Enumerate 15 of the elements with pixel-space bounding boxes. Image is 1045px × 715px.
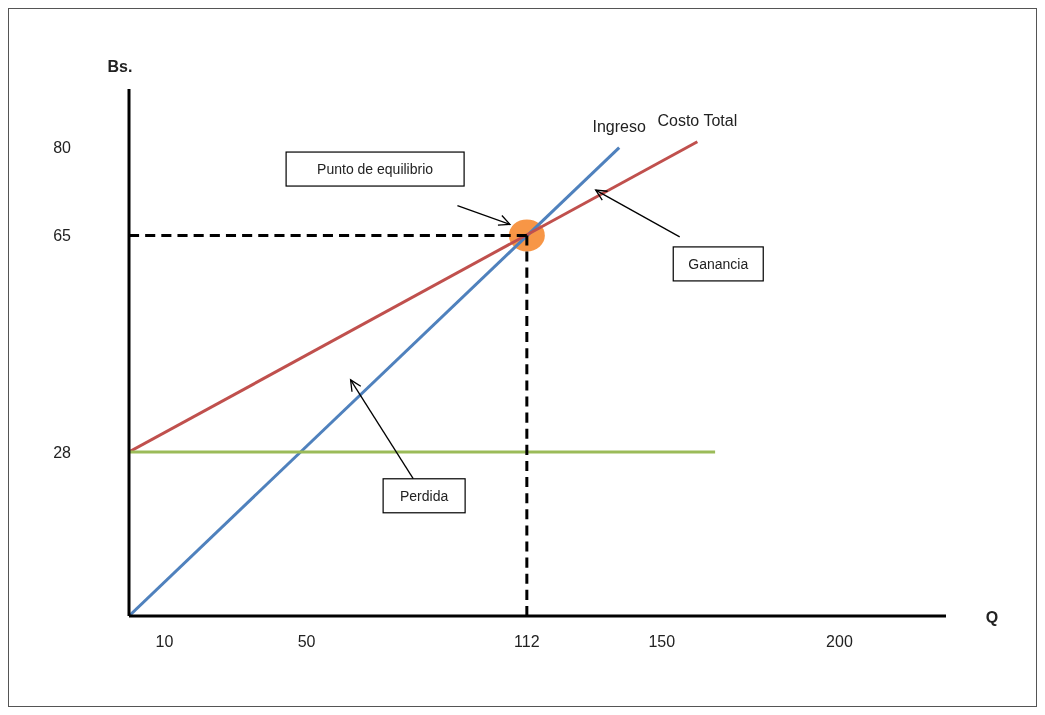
y-axis-title: Bs. bbox=[107, 58, 133, 75]
series-label: Costo Total bbox=[657, 111, 738, 129]
y-tick-label: 80 bbox=[53, 139, 72, 157]
annotation: Punto de equilibrio bbox=[317, 161, 434, 178]
annotation: Ganancia bbox=[688, 255, 749, 272]
x-tick-label: 10 bbox=[155, 633, 174, 651]
x-axis-title: Q bbox=[985, 609, 999, 626]
y-tick-label: 65 bbox=[53, 227, 72, 245]
x-tick-label: 112 bbox=[514, 633, 540, 651]
x-tick-label: 200 bbox=[826, 633, 853, 651]
series-label: Ingreso bbox=[592, 117, 646, 135]
x-tick-label: 150 bbox=[648, 633, 676, 651]
y-tick-label: 28 bbox=[53, 443, 72, 461]
annotation: Perdida bbox=[399, 487, 449, 504]
x-tick-label: 50 bbox=[297, 633, 316, 651]
